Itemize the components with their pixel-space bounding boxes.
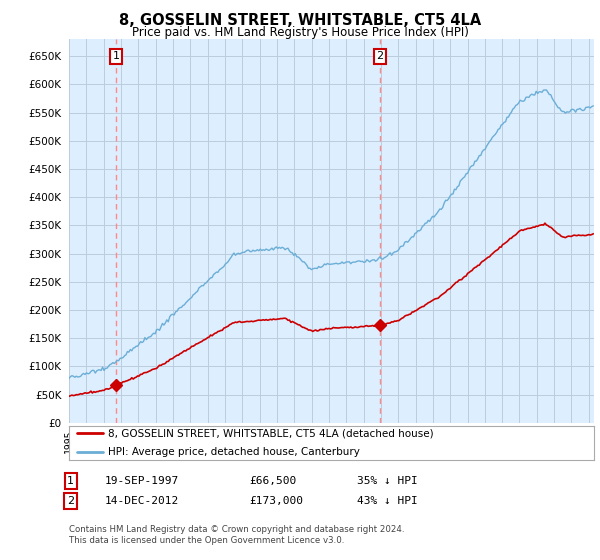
Text: 8, GOSSELIN STREET, WHITSTABLE, CT5 4LA (detached house): 8, GOSSELIN STREET, WHITSTABLE, CT5 4LA … bbox=[109, 428, 434, 438]
Text: 2: 2 bbox=[67, 496, 74, 506]
Text: £173,000: £173,000 bbox=[249, 496, 303, 506]
Text: HPI: Average price, detached house, Canterbury: HPI: Average price, detached house, Cant… bbox=[109, 447, 360, 456]
Text: Contains HM Land Registry data © Crown copyright and database right 2024.
This d: Contains HM Land Registry data © Crown c… bbox=[69, 525, 404, 545]
Text: 19-SEP-1997: 19-SEP-1997 bbox=[105, 476, 179, 486]
Text: 8, GOSSELIN STREET, WHITSTABLE, CT5 4LA: 8, GOSSELIN STREET, WHITSTABLE, CT5 4LA bbox=[119, 13, 481, 27]
Text: 35% ↓ HPI: 35% ↓ HPI bbox=[357, 476, 418, 486]
Text: 14-DEC-2012: 14-DEC-2012 bbox=[105, 496, 179, 506]
Text: 2: 2 bbox=[376, 52, 383, 62]
Text: £66,500: £66,500 bbox=[249, 476, 296, 486]
Text: Price paid vs. HM Land Registry's House Price Index (HPI): Price paid vs. HM Land Registry's House … bbox=[131, 26, 469, 39]
Text: 43% ↓ HPI: 43% ↓ HPI bbox=[357, 496, 418, 506]
Text: 1: 1 bbox=[113, 52, 119, 62]
Text: 1: 1 bbox=[67, 476, 74, 486]
